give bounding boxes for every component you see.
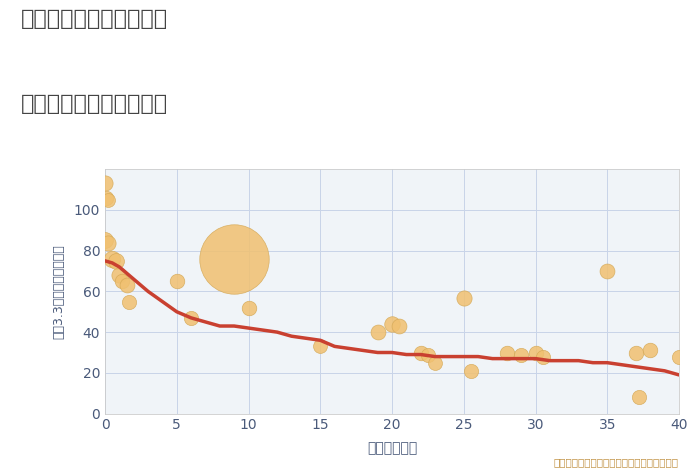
Point [415, 349, 426, 356]
Point [634, 393, 645, 401]
Point [186, 314, 197, 321]
Point [111, 257, 122, 265]
Y-axis label: 坪（3.3㎡）単価（万円）: 坪（3.3㎡）単価（万円） [52, 244, 65, 339]
Point [124, 298, 135, 306]
Text: 三重県津市河芸町高佐の: 三重県津市河芸町高佐の [21, 9, 168, 30]
Point [430, 359, 441, 367]
Point [106, 255, 118, 263]
Point [602, 267, 613, 275]
Point [101, 194, 112, 202]
Point [393, 322, 405, 330]
Point [113, 271, 125, 279]
Text: 築年数別中古戸建て価格: 築年数別中古戸建て価格 [21, 94, 168, 114]
Point [243, 304, 254, 312]
Point [99, 237, 111, 244]
Point [631, 349, 642, 356]
Point [673, 353, 685, 360]
Point [458, 294, 470, 301]
Point [530, 349, 541, 356]
Point [386, 320, 398, 328]
Point [121, 282, 132, 289]
Point [645, 347, 656, 354]
Point [501, 349, 512, 356]
X-axis label: 築年数（年）: 築年数（年） [367, 441, 417, 455]
Point [466, 367, 477, 375]
Text: 円の大きさは、取引のあった物件面積を示す: 円の大きさは、取引のあった物件面積を示す [554, 458, 679, 468]
Point [228, 255, 239, 263]
Point [117, 277, 128, 285]
Point [516, 351, 527, 358]
Point [372, 329, 384, 336]
Point [99, 180, 111, 187]
Point [102, 196, 113, 204]
Point [315, 343, 326, 350]
Point [537, 353, 548, 360]
Point [102, 239, 113, 246]
Point [422, 351, 433, 358]
Point [171, 277, 182, 285]
